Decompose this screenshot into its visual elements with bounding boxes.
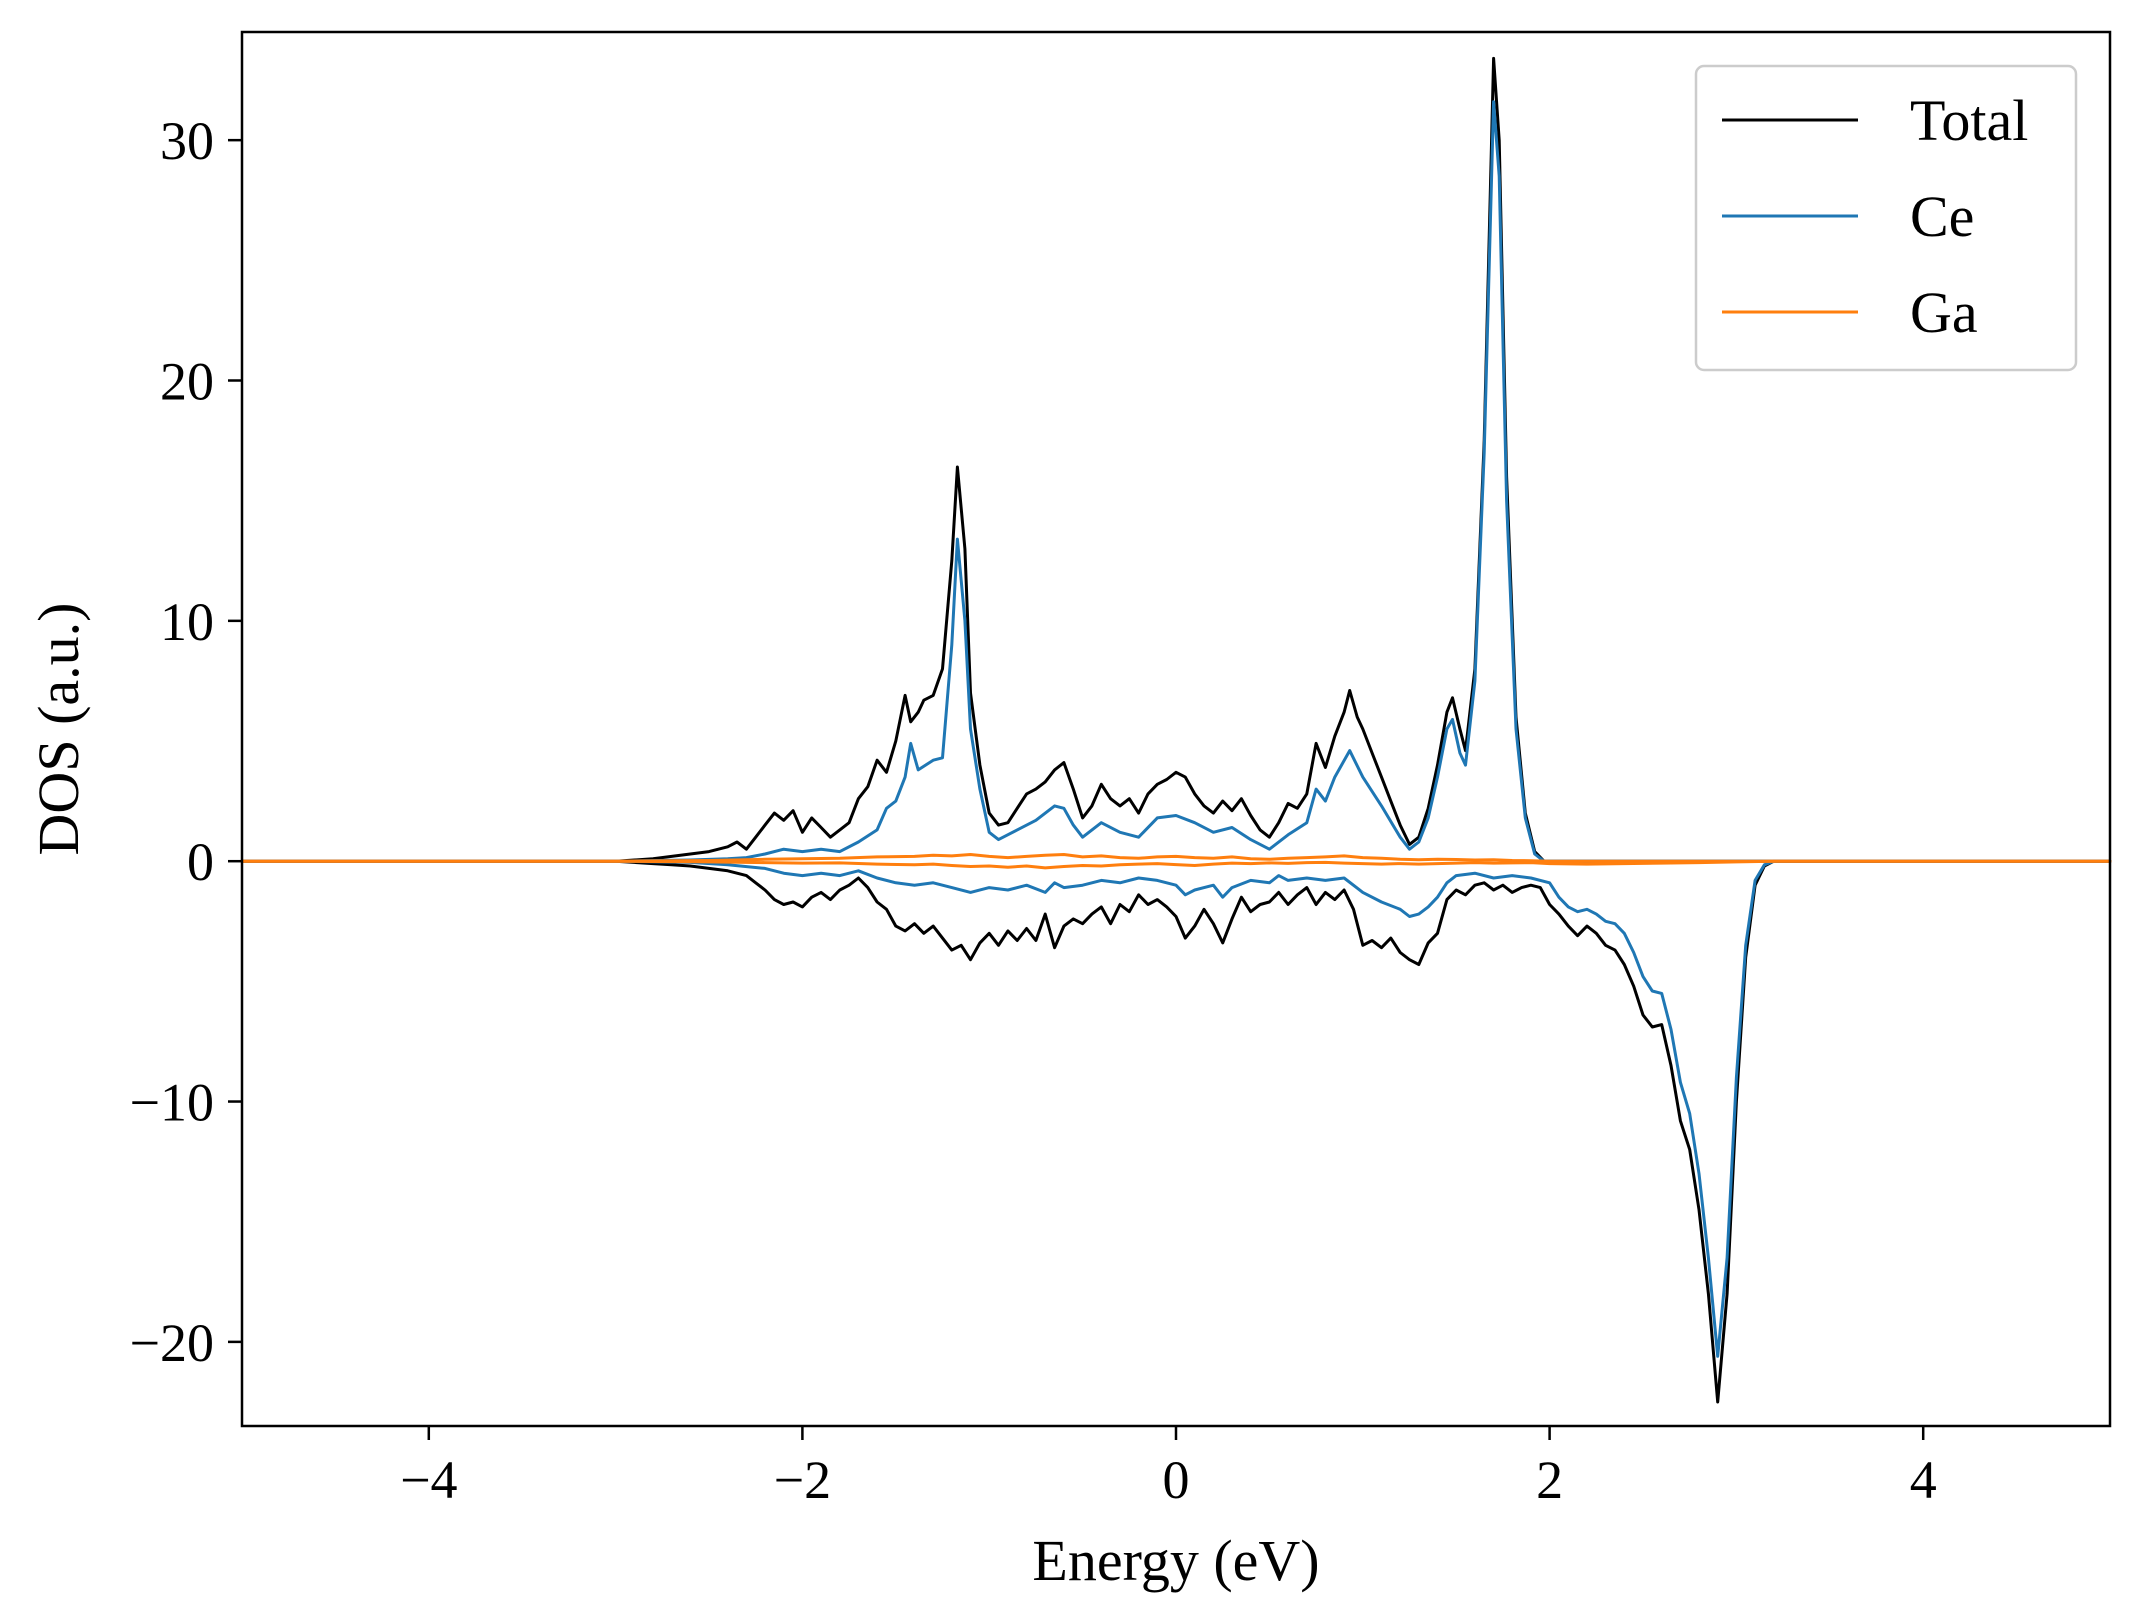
x-tick-label: −4 — [400, 1450, 457, 1510]
series-line-ce-down — [240, 859, 2112, 1358]
legend-box — [1694, 64, 2078, 372]
series-line-total-down — [240, 859, 2112, 1404]
y-axis-ticks: −20 −10 0 10 20 30 — [130, 111, 242, 1373]
y-tick-label: 20 — [160, 352, 214, 412]
x-axis-ticks: −4 −2 0 2 4 — [400, 1426, 1937, 1510]
y-tick-label: 10 — [160, 592, 214, 652]
series-line-ga-down — [240, 859, 2112, 870]
x-axis-label: Energy (eV) — [1032, 1528, 1319, 1593]
series-line-total-up — [240, 56, 2112, 863]
x-tick-label: 2 — [1536, 1450, 1563, 1510]
x-tick-label: −2 — [774, 1450, 831, 1510]
y-tick-label: −10 — [130, 1073, 214, 1133]
x-tick-label: 0 — [1163, 1450, 1190, 1510]
legend-label-total: Total — [1910, 88, 2028, 153]
series-line-ga-up — [240, 853, 2112, 863]
y-tick-label: 0 — [187, 832, 214, 892]
y-axis-label: DOS (a.u.) — [26, 603, 91, 856]
legend-label-ce: Ce — [1910, 184, 1974, 249]
y-tick-label: −20 — [130, 1313, 214, 1373]
legend-label-ga: Ga — [1910, 280, 1978, 345]
legend: Total Ce Ga — [1694, 64, 2078, 372]
legend-items: Total Ce Ga — [1722, 88, 2028, 345]
y-tick-label: 30 — [160, 111, 214, 171]
x-tick-label: 4 — [1910, 1450, 1937, 1510]
series-line-ce-up — [240, 100, 2112, 863]
series-layer — [240, 56, 2112, 1404]
